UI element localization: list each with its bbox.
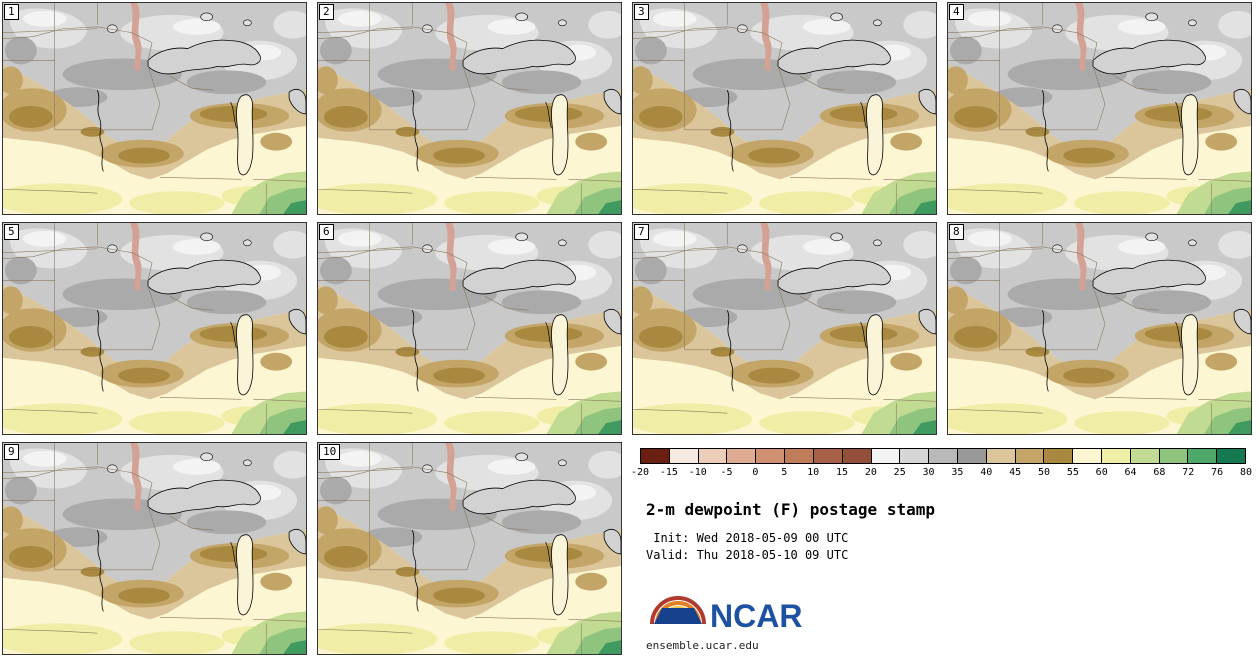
dewpoint-map <box>318 443 621 654</box>
colorbar-tick: 45 <box>1009 467 1022 478</box>
colorbar-segment <box>813 449 843 463</box>
dewpoint-map <box>318 223 621 434</box>
ncar-logo: NCAR <box>650 596 802 634</box>
colorbar-tick: 68 <box>1153 467 1166 478</box>
colorbar-tick: 76 <box>1211 467 1224 478</box>
colorbar-tick: -10 <box>688 467 707 478</box>
valid-time: Valid: Thu 2018-05-10 09 UTC <box>646 547 849 562</box>
colorbar-wrap: -20 -15 -10 -5 0 5 10 15 20 25 30 35 40 45 50 55 60 64 68 7… <box>631 448 1252 480</box>
colorbar-segment <box>785 449 814 463</box>
colorbar-segment <box>756 449 786 463</box>
colorbar-tick: 0 <box>752 467 759 478</box>
dewpoint-map <box>3 443 306 654</box>
colorbar-tick: 25 <box>893 467 906 478</box>
map-panel: 2 <box>317 2 622 215</box>
dewpoint-map <box>3 3 306 214</box>
member-number-label: 5 <box>4 224 19 240</box>
colorbar-segment <box>1073 449 1102 463</box>
logo-mesa <box>654 608 702 624</box>
map-panel: 5 <box>2 222 307 435</box>
colorbar-tick: 5 <box>781 467 788 478</box>
member-number-label: 4 <box>949 4 964 20</box>
colorbar-tick: 35 <box>951 467 964 478</box>
map-panel: 3 <box>632 2 937 215</box>
colorbar-segment <box>641 449 670 463</box>
colorbar-segment <box>842 449 872 463</box>
colorbar-segment <box>1130 449 1160 463</box>
colorbar-tick: -15 <box>659 467 678 478</box>
member-number-label: 2 <box>319 4 334 20</box>
colorbar-tick: -5 <box>720 467 733 478</box>
colorbar-segment <box>1044 449 1074 463</box>
map-panel: 7 <box>632 222 937 435</box>
legend-and-meta: -20 -15 -10 -5 0 5 10 15 20 25 30 35 40 45 50 55 60 64 68 7… <box>631 442 1252 655</box>
map-panel: 4 <box>947 2 1252 215</box>
member-number-label: 1 <box>4 4 19 20</box>
figure-title: 2-m dewpoint (F) postage stamp <box>646 500 935 519</box>
colorbar-segment <box>1015 449 1045 463</box>
dewpoint-map <box>633 223 936 434</box>
dewpoint-map <box>318 3 621 214</box>
member-number-label: 10 <box>319 444 341 460</box>
colorbar-tick: -20 <box>630 467 650 478</box>
colorbar-ticks: -20 -15 -10 -5 0 5 10 15 20 25 30 35 40 45 50 55 60 64 68 7… <box>631 467 1252 480</box>
dewpoint-map <box>3 223 306 434</box>
colorbar-segment <box>986 449 1016 463</box>
colorbar-tick: 10 <box>807 467 820 478</box>
colorbar-segment <box>929 449 958 463</box>
map-panel: 10 <box>317 442 622 655</box>
dewpoint-map <box>948 3 1251 214</box>
colorbar-segment <box>1188 449 1218 463</box>
colorbar-tick: 50 <box>1037 467 1051 478</box>
site-url: ensemble.ucar.edu <box>646 639 759 652</box>
colorbar-segment <box>871 449 901 463</box>
map-panel: 1 <box>2 2 307 215</box>
colorbar-tick: 55 <box>1066 467 1079 478</box>
member-number-label: 6 <box>319 224 334 240</box>
colorbar-tick: 72 <box>1182 467 1195 478</box>
ncar-wordmark: NCAR <box>710 598 802 634</box>
colorbar-segment <box>957 449 987 463</box>
colorbar-segment <box>1159 449 1189 463</box>
colorbar-tick: 20 <box>864 467 877 478</box>
colorbar <box>640 448 1246 464</box>
member-number-label: 8 <box>949 224 964 240</box>
colorbar-segment <box>1102 449 1131 463</box>
colorbar-tick: 60 <box>1095 467 1108 478</box>
ncar-logo-block: NCAR ensemble.ucar.edu <box>642 588 832 652</box>
colorbar-tick: 40 <box>980 467 993 478</box>
colorbar-tick: 64 <box>1124 467 1137 478</box>
colorbar-segment <box>900 449 930 463</box>
colorbar-segment <box>1217 449 1246 463</box>
colorbar-tick: 80 <box>1239 467 1253 478</box>
colorbar-segment <box>698 449 728 463</box>
colorbar-segment <box>727 449 757 463</box>
colorbar-tick: 15 <box>835 467 849 478</box>
logo-arc-red <box>650 596 706 625</box>
init-valid-times: Init: Wed 2018-05-09 00 UTC Valid: Thu 2… <box>646 530 848 564</box>
member-number-label: 9 <box>4 444 19 460</box>
member-number-label: 3 <box>634 4 649 20</box>
dewpoint-map <box>948 223 1251 434</box>
init-time: Init: Wed 2018-05-09 00 UTC <box>646 531 849 545</box>
map-panel: 9 <box>2 442 307 655</box>
map-panel: 6 <box>317 222 622 435</box>
dewpoint-map <box>633 3 936 214</box>
colorbar-tick: 30 <box>922 467 935 478</box>
map-panel: 8 <box>947 222 1252 435</box>
colorbar-segment <box>669 449 699 463</box>
member-number-label: 7 <box>634 224 649 240</box>
